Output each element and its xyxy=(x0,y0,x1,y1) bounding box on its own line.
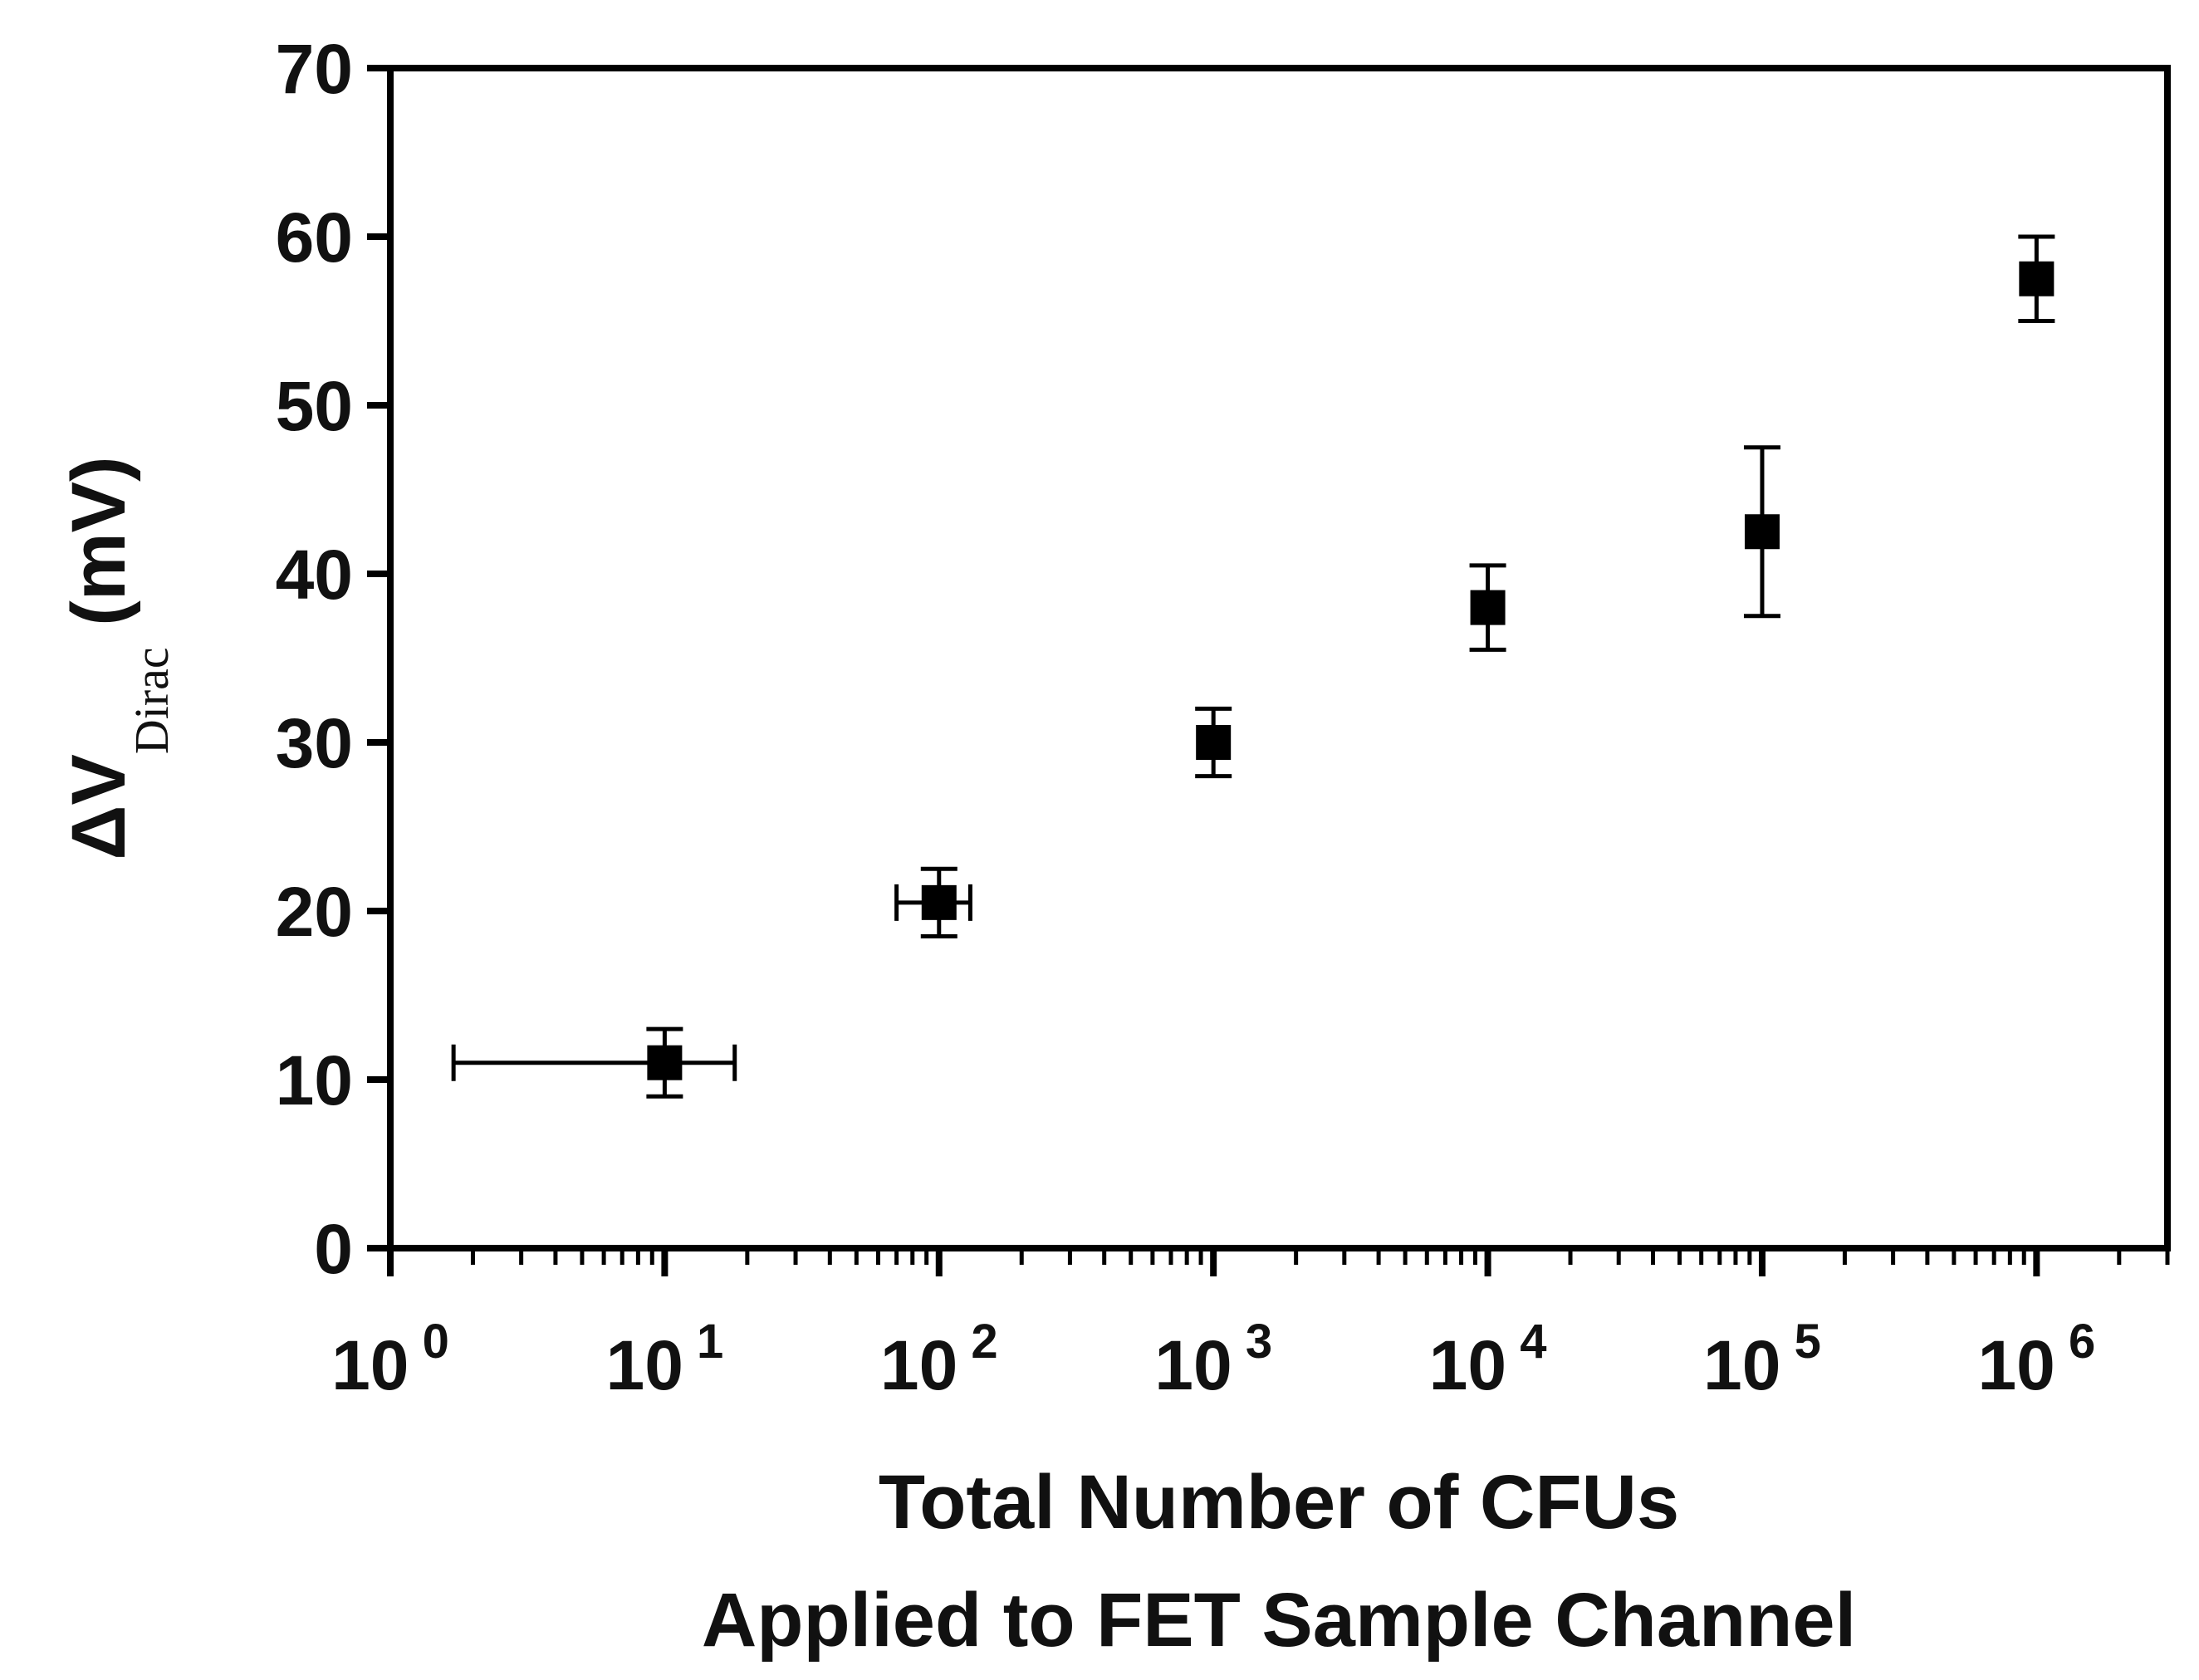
y-axis-title-text: ΔVDirac (mV) xyxy=(56,456,179,860)
y-axis-title: ΔVDirac (mV) xyxy=(56,456,179,860)
data-point xyxy=(1743,445,1780,619)
plot-border xyxy=(387,65,2171,1251)
data-point xyxy=(451,1026,737,1099)
y-tick-label: 70 xyxy=(276,30,353,108)
x-tick-label: 10 5 xyxy=(1703,1315,1821,1404)
square-marker xyxy=(921,884,957,920)
x-axis-title-line: Total Number of CFUs xyxy=(879,1460,1679,1545)
square-marker xyxy=(2019,261,2055,296)
data-point xyxy=(1469,563,1506,652)
square-marker xyxy=(1196,725,1232,760)
data-point xyxy=(894,866,972,938)
x-axis-title: Total Number of CFUs Applied to FET Sampl… xyxy=(702,1460,1856,1663)
square-marker xyxy=(1470,590,1506,625)
y-tick-label: 30 xyxy=(276,704,353,782)
data-point xyxy=(2018,234,2055,323)
data-series xyxy=(451,234,2055,1099)
square-marker xyxy=(1744,514,1780,550)
x-tick-label: 10 3 xyxy=(1154,1315,1272,1404)
y-axis-ticks: 0 10 20 30 40 50 60 70 xyxy=(276,30,390,1288)
x-tick-label: 10 0 xyxy=(331,1315,449,1404)
data-point xyxy=(1195,706,1232,779)
y-tick-label: 40 xyxy=(276,536,353,614)
y-tick-label: 60 xyxy=(276,198,353,277)
y-tick-label: 20 xyxy=(276,873,353,951)
y-tick-label: 0 xyxy=(314,1210,353,1288)
x-tick-label: 10 1 xyxy=(605,1315,723,1404)
x-tick-label: 10 6 xyxy=(1977,1315,2095,1404)
x-axis-ticks: 10 0 10 1 10 2 10 3 10 4 10 5 10 6 xyxy=(331,1248,2170,1404)
plot-frame xyxy=(387,65,2171,1251)
x-tick-label: 10 4 xyxy=(1429,1315,1547,1404)
square-marker xyxy=(647,1045,683,1080)
x-axis-title-line: Applied to FET Sample Channel xyxy=(702,1578,1856,1663)
y-tick-label: 50 xyxy=(276,367,353,445)
x-tick-label: 10 2 xyxy=(880,1315,998,1404)
y-tick-label: 10 xyxy=(276,1041,353,1119)
